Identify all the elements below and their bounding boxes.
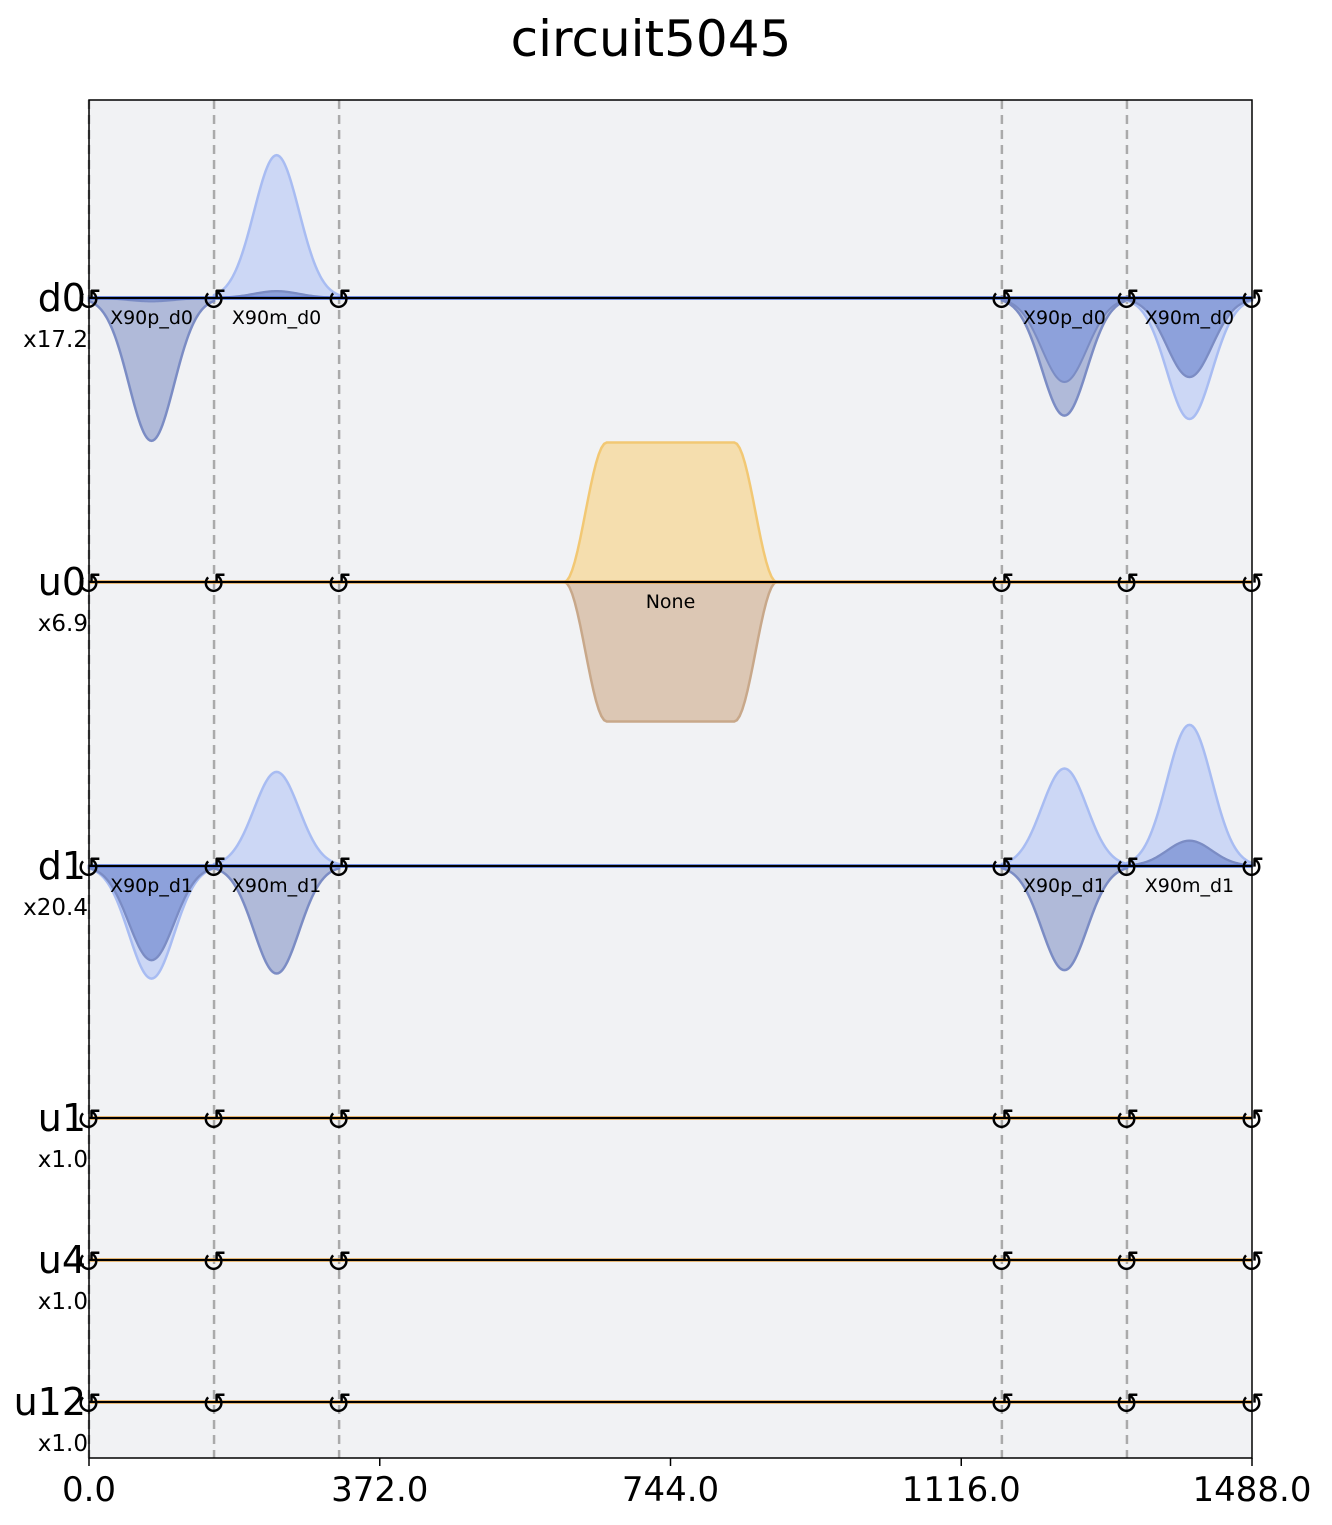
x-tick-label: 1488.0: [1193, 1470, 1312, 1510]
pulse-overlap-d1: [1125, 839, 1253, 867]
waveform-layer: [87, 153, 1254, 980]
x-axis: 0.0 372.0 744.0 1116.0 1488.0: [62, 1458, 1312, 1510]
pulse-imag-d1: [1000, 864, 1129, 972]
channel-scale-d1: x20.4: [23, 895, 88, 921]
phase-mark-icon: ↺: [1114, 851, 1139, 886]
phase-mark-icon: ↺: [327, 283, 352, 318]
channel-scale-d0: x17.2: [23, 327, 88, 353]
pulse-label: X90m_d1: [232, 875, 321, 897]
pulse-label: X90m_d1: [1145, 875, 1234, 897]
baseline-layer: [89, 296, 1252, 1404]
phase-mark-icon: ↺: [989, 1387, 1014, 1422]
pulse-real-d1: [212, 770, 341, 868]
channel-name-d1: d1: [38, 844, 86, 888]
channel-name-u12: u12: [14, 1380, 86, 1424]
phase-mark-icon: ↺: [327, 851, 352, 886]
phase-mark-icon: ↺: [989, 1103, 1014, 1138]
pulse-label: X90m_d0: [1145, 307, 1234, 329]
pulse-label: None: [646, 591, 696, 613]
pulse-real-d1: [1000, 767, 1129, 868]
phase-mark-icon: ↺: [201, 1387, 226, 1422]
phase-mark-icon: ↺: [989, 567, 1014, 602]
phase-mark-icon: ↺: [989, 283, 1014, 318]
pulse-label: X90p_d1: [110, 875, 193, 897]
phase-mark-icon: ↺: [989, 1245, 1014, 1280]
channel-name-u1: u1: [38, 1096, 86, 1140]
x-tick-label: 1116.0: [902, 1470, 1021, 1510]
phase-mark-icon: ↺: [1114, 567, 1139, 602]
phase-mark-icon: ↺: [989, 851, 1014, 886]
phase-mark-icon: ↺: [1114, 1387, 1139, 1422]
pulse-label: X90p_d1: [1023, 875, 1106, 897]
channel-name-d0: d0: [38, 276, 86, 320]
pulse-imag-d1: [212, 864, 341, 975]
x-tick-label: 0.0: [62, 1470, 116, 1510]
pulse-overlap-d0: [1125, 297, 1253, 378]
channel-name-u4: u4: [38, 1238, 86, 1282]
pulse-label: X90p_d0: [110, 307, 193, 329]
channel-scale-u12: x1.0: [38, 1431, 88, 1457]
channel-scale-u1: x1.0: [38, 1147, 88, 1173]
phase-mark-icon: ↺: [327, 1103, 352, 1138]
pulse-label: X90m_d0: [232, 307, 321, 329]
pulse-real-d0: [212, 153, 341, 300]
pulse-label: X90p_d0: [1023, 307, 1106, 329]
phase-mark-icon: ↺: [327, 567, 352, 602]
x-tick-label: 372.0: [331, 1470, 428, 1510]
phase-mark-icon: ↺: [327, 1387, 352, 1422]
pulse-imag-d0: [87, 296, 216, 443]
phase-mark-icon: ↺: [201, 1245, 226, 1280]
phase-mark-icon: ↺: [1114, 1245, 1139, 1280]
phase-mark-icon: ↺: [201, 283, 226, 318]
pulse-overlap-d0: [1000, 297, 1128, 384]
phase-mark-icon: ↺: [201, 1103, 226, 1138]
pulse-real-d1: [1125, 723, 1254, 868]
pulse-label-layer: X90p_d0 X90m_d0 X90p_d0 X90m_d0 None X90p_d1 X…: [110, 307, 1234, 897]
phase-mark-icon: ↺: [201, 567, 226, 602]
chart-title: circuit5045: [511, 10, 792, 68]
pulse-real-u0: [563, 441, 778, 584]
x-tick-label: 744.0: [622, 1470, 719, 1510]
channel-scale-u4: x1.0: [38, 1289, 88, 1315]
pulse-overlap-d1: [88, 865, 216, 962]
channel-label-layer: d0 x17.2 u0 x6.9 d1 x20.4 u1 x1.0 u4 x1.0 u12 x1.0: [14, 276, 88, 1457]
phase-mark-icon: ↺: [201, 851, 226, 886]
channel-scale-u0: x6.9: [38, 611, 88, 637]
phase-mark-icon: ↺: [1114, 283, 1139, 318]
phase-mark-icon: ↺: [327, 1245, 352, 1280]
phase-mark-icon: ↺: [1114, 1103, 1139, 1138]
pulse-imag-u0: [563, 580, 778, 723]
channel-name-u0: u0: [38, 560, 86, 604]
